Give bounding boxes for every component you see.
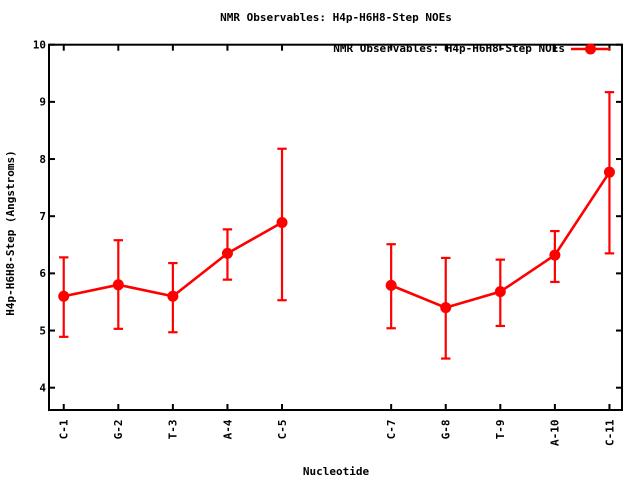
data-point-t-3 [167,290,179,302]
y-tick-label: 10 [33,39,46,52]
data-point-a-10 [549,249,561,261]
x-tick-label-a-4: A-4 [221,419,234,439]
y-axis-title: H4p-H6H8-Step (Angstroms) [4,150,17,316]
x-axis-title: Nucleotide [303,465,370,478]
data-point-g-2 [112,279,124,291]
data-point-c-11 [603,166,615,178]
plot-border [48,43,623,411]
x-tick-label-a-10: A-10 [549,420,562,447]
data-point-a-4 [221,247,233,259]
y-tick-label: 4 [39,382,46,395]
x-tick-label-t-3: T-3 [167,420,180,440]
data-point-g-8 [440,302,452,314]
data-point-c-1 [58,290,70,302]
x-tick-label-g-2: G-2 [112,420,125,440]
x-tick-label-t-9: T-9 [494,420,507,440]
x-tick-label-c-7: C-7 [385,420,398,440]
data-point-c-5 [276,216,288,228]
y-tick-label: 9 [39,96,46,109]
x-tick-label-c-11: C-11 [603,419,616,446]
x-tick-label-c-5: C-5 [276,420,289,440]
plot-area: 4 5 6 7 8 9 10 C-1 G-2 T-3 A-4 C-5 C-7 G-8 T-9 A-10 C-11 [33,39,623,447]
data-point-c-7 [385,279,397,291]
data-point-t-9 [494,286,506,298]
y-tick-label: 7 [39,210,46,223]
y-tick-label: 6 [39,267,46,280]
x-tick-label-g-8: G-8 [440,420,453,440]
y-tick-label: 8 [39,153,46,166]
x-tick-label-c-1: C-1 [58,419,71,439]
y-tick-label: 5 [39,324,46,337]
chart-title: NMR Observables: H4p-H6H8-Step NOEs [220,11,452,24]
legend-sample-marker [585,43,596,55]
